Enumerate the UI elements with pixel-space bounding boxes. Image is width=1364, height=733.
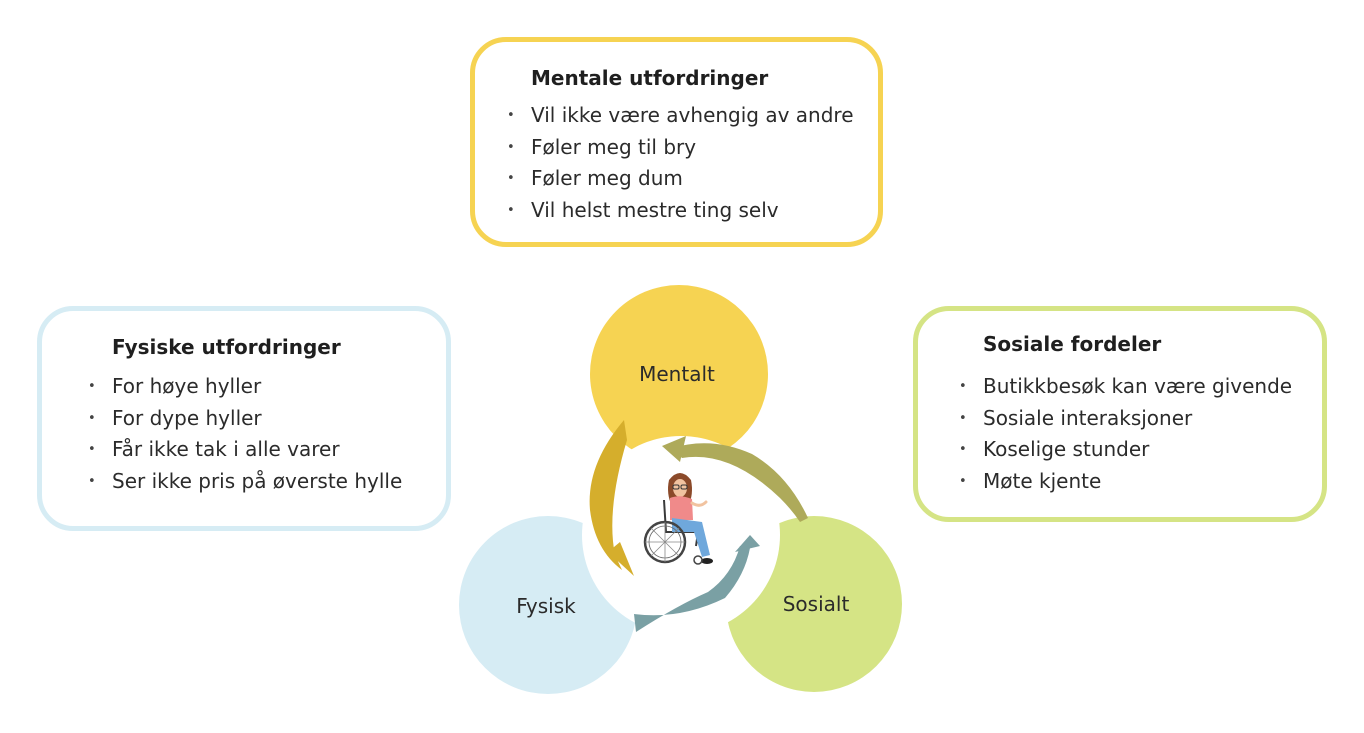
social-benefits-title: Sosiale fordeler (983, 332, 1162, 356)
mental-label: Mentalt (639, 362, 715, 386)
mental-challenges-card: Mentale utfordringer Vil ikke være avhen… (470, 37, 883, 247)
mental-challenges-list: Vil ikke være avhengig av andre Føler me… (507, 100, 854, 226)
list-item: Møte kjente (959, 466, 1292, 498)
list-item: Føler meg til bry (507, 132, 854, 164)
social-benefits-card: Sosiale fordeler Butikkbesøk kan være gi… (913, 306, 1327, 522)
physical-label: Fysisk (516, 594, 576, 618)
list-item: For høye hyller (88, 371, 402, 403)
list-item: Koselige stunder (959, 434, 1292, 466)
list-item: Får ikke tak i alle varer (88, 434, 402, 466)
arrow-physical-to-social (634, 535, 760, 632)
list-item: Ser ikke pris på øverste hylle (88, 466, 402, 498)
physical-challenges-title: Fysiske utfordringer (112, 335, 341, 359)
list-item: Sosiale interaksjoner (959, 403, 1292, 435)
list-item: For dype hyller (88, 403, 402, 435)
mental-circle (590, 285, 768, 463)
list-item: Butikkbesøk kan være givende (959, 371, 1292, 403)
arrow-mental-to-physical (589, 420, 634, 576)
list-item: Føler meg dum (507, 163, 854, 195)
social-benefits-list: Butikkbesøk kan være givende Sosiale int… (959, 371, 1292, 497)
arrow-social-to-mental (662, 436, 808, 522)
list-item: Vil helst mestre ting selv (507, 195, 854, 227)
social-label: Sosialt (783, 592, 850, 616)
cycle-diagram: Mentalt Fysisk Sosialt (459, 285, 902, 694)
physical-challenges-list: For høye hyller For dype hyller Får ikke… (88, 371, 402, 497)
list-item: Vil ikke være avhengig av andre (507, 100, 854, 132)
mental-challenges-title: Mentale utfordringer (531, 66, 769, 90)
physical-challenges-card: Fysiske utfordringer For høye hyller For… (37, 306, 451, 531)
wheelchair-user-icon (643, 473, 713, 565)
